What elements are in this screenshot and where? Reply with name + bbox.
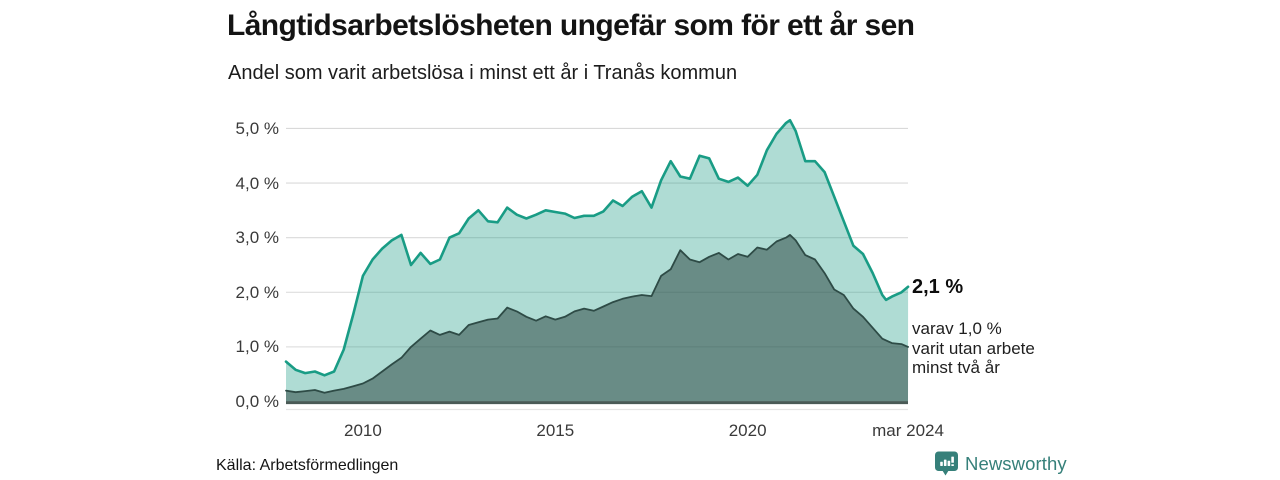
sublabel-line: minst två år bbox=[912, 358, 1000, 377]
y-tick-label: 3,0 % bbox=[235, 228, 279, 248]
y-tick-label: 0,0 % bbox=[235, 392, 279, 411]
y-tick-label: 5,0 % bbox=[235, 118, 279, 138]
x-tick-label: 2015 bbox=[536, 421, 575, 440]
sublabel-line: varav 1,0 % bbox=[912, 319, 1002, 338]
y-tick-label: 4,0 % bbox=[235, 173, 279, 193]
series-line-two-years bbox=[285, 233, 909, 394]
brand-logo: Newsworthy bbox=[934, 450, 1067, 478]
x-tick-label: 2010 bbox=[344, 421, 382, 440]
x-tick-label: mar 2024 bbox=[872, 421, 944, 440]
newsworthy-icon bbox=[935, 451, 958, 476]
sublabel-line: varit utan arbete bbox=[912, 338, 1035, 358]
chart-subtitle: Andel som varit arbetslösa i minst ett å… bbox=[228, 62, 738, 84]
y-tick-label: 1,0 % bbox=[235, 337, 279, 357]
series-line-total bbox=[284, 118, 910, 377]
y-tick-label: 2,0 % bbox=[235, 282, 279, 302]
series-area-two-years bbox=[286, 234, 909, 402]
end-value-sublabel: varav 1,0 % varit utan arbete minst två … bbox=[912, 319, 1035, 378]
page-title: Långtidsarbetslösheten ungefär som för e… bbox=[227, 9, 915, 42]
chart-series bbox=[284, 118, 910, 402]
end-value-label: 2,1 % bbox=[912, 276, 964, 298]
brand-wordmark: Newsworthy bbox=[965, 453, 1067, 474]
source-attribution: Källa: Arbetsförmedlingen bbox=[216, 457, 399, 474]
x-tick-label: 2020 bbox=[728, 421, 767, 440]
